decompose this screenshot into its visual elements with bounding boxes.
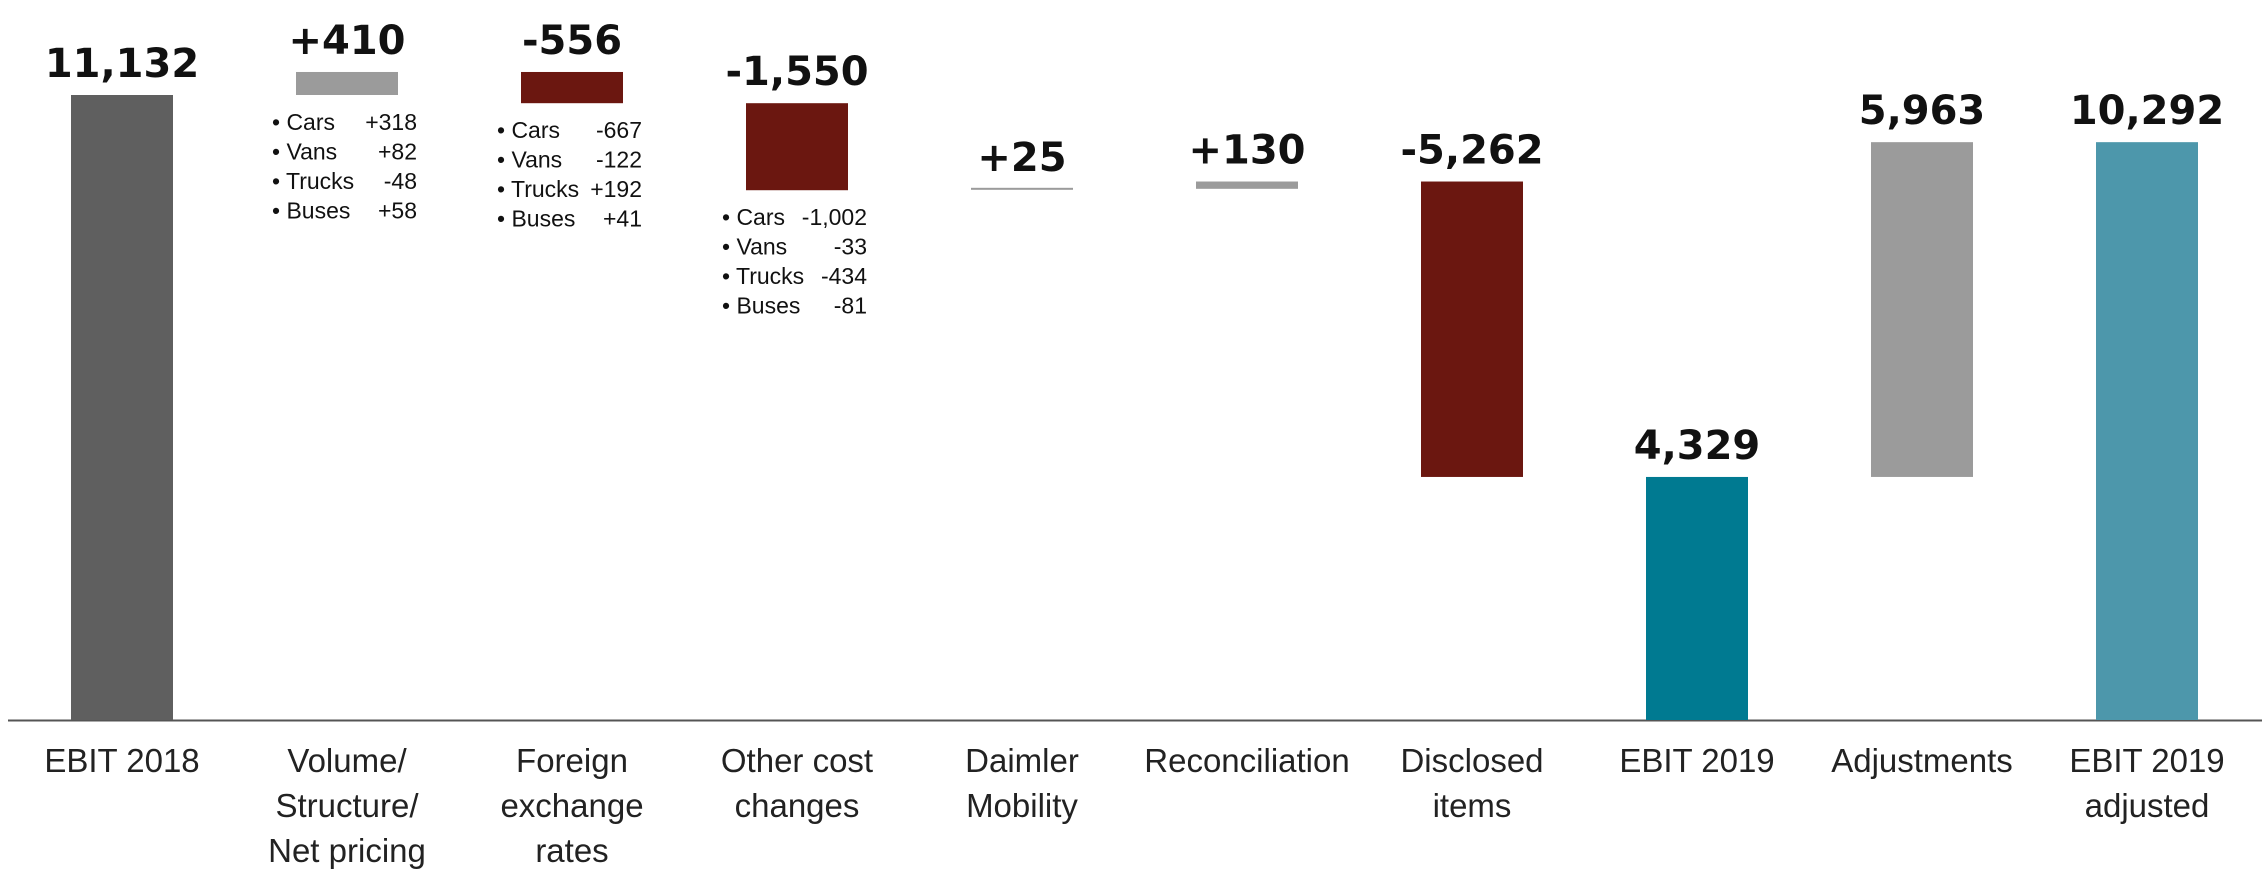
detail-segment-2-1: • Vans xyxy=(497,147,562,173)
value-label-9: 10,292 xyxy=(2070,88,2224,134)
detail-value-2-1: -122 xyxy=(596,147,642,173)
value-label-1: +410 xyxy=(288,18,405,64)
category-label-3-1: changes xyxy=(735,787,860,824)
detail-value-3-1: -33 xyxy=(834,234,867,260)
detail-value-2-2: +192 xyxy=(590,176,642,202)
detail-segment-1-0: • Cars xyxy=(272,109,335,135)
bar-6 xyxy=(1421,181,1523,477)
category-label-3-0: Other cost xyxy=(721,742,873,779)
detail-segment-1-3: • Buses xyxy=(272,198,350,224)
detail-segment-1-2: • Trucks xyxy=(272,168,354,194)
category-label-1-2: Net pricing xyxy=(268,832,426,869)
bar-4 xyxy=(971,187,1073,190)
value-label-6: -5,262 xyxy=(1400,128,1543,174)
detail-value-2-3: +41 xyxy=(603,206,642,232)
detail-segment-2-0: • Cars xyxy=(497,117,560,143)
bar-1 xyxy=(296,71,398,95)
bar-5 xyxy=(1196,181,1298,189)
category-label-9-0: EBIT 2019 xyxy=(2069,742,2224,779)
detail-value-1-1: +82 xyxy=(378,139,417,165)
value-label-0: 11,132 xyxy=(45,41,199,87)
category-label-0-0: EBIT 2018 xyxy=(44,742,199,779)
value-label-2: -556 xyxy=(522,18,622,64)
category-label-1-1: Structure/ xyxy=(275,787,419,824)
category-label-6-1: items xyxy=(1433,787,1512,824)
detail-value-3-3: -81 xyxy=(834,293,867,319)
bar-2 xyxy=(521,71,623,104)
detail-segment-3-3: • Buses xyxy=(722,293,800,319)
detail-value-2-0: -667 xyxy=(596,117,642,143)
bar-9 xyxy=(2096,142,2198,721)
detail-value-3-0: -1,002 xyxy=(802,204,867,230)
bar-3 xyxy=(746,103,848,191)
category-label-2-2: rates xyxy=(535,832,608,869)
value-label-7: 4,329 xyxy=(1634,423,1761,469)
category-label-4-1: Mobility xyxy=(966,787,1078,824)
category-label-1-0: Volume/ xyxy=(287,742,407,779)
value-label-4: +25 xyxy=(977,135,1066,181)
detail-segment-3-2: • Trucks xyxy=(722,263,804,289)
detail-segment-3-1: • Vans xyxy=(722,234,787,260)
category-label-8-0: Adjustments xyxy=(1831,742,2013,779)
value-label-3: -1,550 xyxy=(725,49,868,95)
category-label-4-0: Daimler xyxy=(965,742,1079,779)
value-label-8: 5,963 xyxy=(1859,88,1986,134)
detail-segment-2-2: • Trucks xyxy=(497,176,579,202)
detail-value-1-2: -48 xyxy=(384,168,417,194)
bar-0 xyxy=(71,95,173,720)
detail-value-3-2: -434 xyxy=(821,263,867,289)
category-label-7-0: EBIT 2019 xyxy=(1619,742,1774,779)
detail-value-1-0: +318 xyxy=(365,109,417,135)
category-label-5-0: Reconciliation xyxy=(1144,742,1349,779)
category-label-2-1: exchange xyxy=(500,787,643,824)
detail-value-1-3: +58 xyxy=(378,198,417,224)
bar-7 xyxy=(1646,476,1748,720)
detail-segment-2-3: • Buses xyxy=(497,206,575,232)
category-label-6-0: Disclosed xyxy=(1400,742,1543,779)
detail-segment-3-0: • Cars xyxy=(722,204,785,230)
detail-segment-1-1: • Vans xyxy=(272,139,337,165)
value-label-5: +130 xyxy=(1188,128,1305,174)
bar-8 xyxy=(1871,142,1973,477)
category-label-2-0: Foreign xyxy=(516,742,628,779)
category-label-9-1: adjusted xyxy=(2085,787,2210,824)
